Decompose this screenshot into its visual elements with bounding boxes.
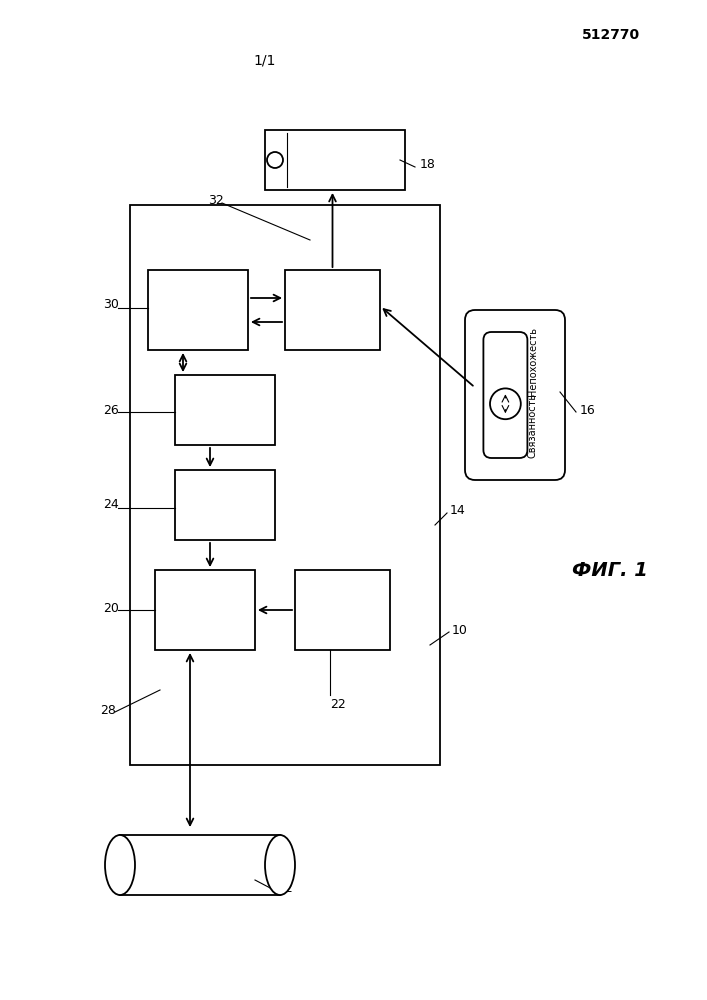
Text: 14: 14 (450, 504, 466, 516)
Text: 18: 18 (420, 157, 436, 170)
Bar (155, 570, 255, 650)
Bar (285, 270, 380, 350)
Bar (295, 570, 390, 650)
Text: 28: 28 (100, 704, 116, 716)
FancyBboxPatch shape (484, 332, 527, 458)
Text: 30: 30 (103, 298, 119, 312)
Bar (130, 205, 440, 765)
Bar (148, 270, 248, 350)
Text: ФИГ. 1: ФИГ. 1 (572, 560, 648, 580)
Text: 22: 22 (330, 698, 346, 710)
Text: Связанность: Связанность (527, 392, 537, 458)
Text: 26: 26 (103, 403, 119, 416)
Circle shape (267, 152, 283, 168)
Text: 20: 20 (103, 601, 119, 614)
Text: 1/1: 1/1 (254, 53, 276, 67)
Bar (175, 375, 275, 445)
Bar (175, 470, 275, 540)
Text: 16: 16 (580, 403, 596, 416)
Ellipse shape (105, 835, 135, 895)
Text: Непохожесть: Непохожесть (527, 328, 537, 396)
Text: 512770: 512770 (582, 28, 640, 42)
Circle shape (490, 388, 521, 419)
Text: 10: 10 (452, 624, 468, 637)
Ellipse shape (265, 835, 295, 895)
Bar (265, 130, 405, 190)
Text: 24: 24 (103, 498, 119, 512)
Text: 12: 12 (278, 882, 293, 894)
Text: 32: 32 (208, 194, 223, 207)
FancyBboxPatch shape (465, 310, 565, 480)
